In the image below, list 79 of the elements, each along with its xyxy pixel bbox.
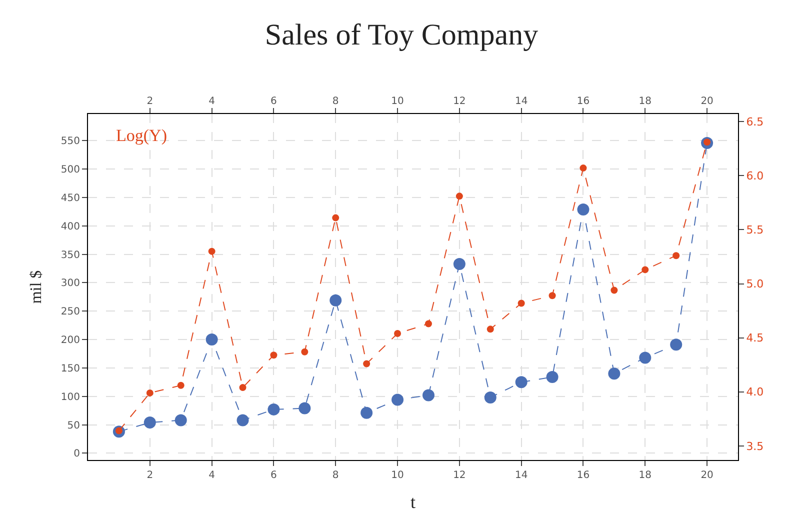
x-tick-label: 4 bbox=[208, 96, 215, 107]
y-tick-label: 200 bbox=[60, 335, 80, 346]
x2-tick-label: 16 bbox=[576, 470, 590, 481]
y2-tick-label: 5.0 bbox=[746, 278, 764, 291]
x-tick-label: 10 bbox=[391, 96, 404, 107]
point bbox=[518, 300, 525, 307]
x-tick-label: 6 bbox=[270, 96, 277, 107]
x-tick-label: 20 bbox=[700, 96, 714, 107]
point bbox=[670, 338, 682, 351]
point bbox=[608, 368, 620, 380]
point bbox=[174, 414, 187, 426]
y-tick-label: 350 bbox=[60, 250, 80, 261]
point bbox=[639, 352, 652, 364]
y-tick-label: 400 bbox=[60, 221, 80, 232]
point bbox=[610, 286, 618, 294]
point bbox=[484, 392, 496, 404]
y2-tick-label: 6.5 bbox=[746, 115, 764, 128]
y-tick-label: 550 bbox=[60, 136, 80, 148]
point bbox=[268, 403, 280, 416]
x2-tick-label: 18 bbox=[638, 470, 652, 481]
point bbox=[453, 258, 466, 270]
point bbox=[144, 416, 156, 428]
point bbox=[486, 326, 494, 333]
point bbox=[236, 414, 249, 426]
x2-tick-label: 4 bbox=[208, 470, 215, 481]
x-tick-label: 18 bbox=[638, 96, 652, 107]
point bbox=[456, 192, 463, 200]
y2-tick-label: 4.0 bbox=[746, 386, 764, 399]
point bbox=[672, 252, 680, 260]
text: Log(Y) bbox=[116, 126, 167, 145]
point bbox=[548, 292, 556, 300]
point bbox=[580, 164, 587, 172]
x-tick-label: 14 bbox=[514, 96, 528, 107]
point bbox=[146, 389, 154, 396]
y-tick-label: 50 bbox=[67, 420, 80, 432]
point bbox=[270, 352, 278, 359]
x-tick-label: 12 bbox=[453, 96, 466, 107]
x-tick-label: 2 bbox=[146, 96, 154, 107]
point bbox=[577, 203, 590, 216]
y-tick-label: 300 bbox=[60, 278, 80, 290]
y-tick-label: 0 bbox=[74, 448, 80, 460]
point bbox=[301, 348, 308, 356]
x2-tick-label: 6 bbox=[270, 470, 277, 481]
x-tick-label: 8 bbox=[332, 96, 339, 107]
x2-tick-label: 12 bbox=[453, 470, 466, 481]
x-tick-label: 16 bbox=[576, 96, 590, 107]
point bbox=[330, 294, 342, 306]
y-tick-label: 450 bbox=[60, 193, 80, 204]
point bbox=[298, 402, 311, 414]
y2-tick-label: 3.5 bbox=[746, 440, 764, 453]
y-tick-label: 250 bbox=[60, 306, 80, 318]
x2-tick-label: 14 bbox=[514, 470, 528, 481]
x2-tick-label: 20 bbox=[700, 470, 714, 481]
point bbox=[546, 371, 558, 384]
x2-tick-label: 2 bbox=[146, 470, 154, 481]
point bbox=[515, 376, 528, 388]
y2-tick-label: 4.5 bbox=[746, 332, 764, 345]
y-tick-label: 150 bbox=[60, 363, 80, 374]
y2-tick-label: 6.0 bbox=[746, 169, 764, 182]
y-tick-label: 500 bbox=[60, 164, 80, 176]
point bbox=[206, 334, 218, 346]
y2-tick-label: 5.5 bbox=[746, 224, 764, 237]
x2-tick-label: 8 bbox=[332, 470, 339, 481]
point bbox=[424, 320, 432, 328]
point bbox=[392, 394, 404, 406]
point bbox=[208, 248, 216, 255]
x2-tick-label: 10 bbox=[391, 470, 404, 481]
point bbox=[422, 389, 434, 402]
point bbox=[177, 382, 184, 389]
y-tick-label: 100 bbox=[60, 392, 80, 403]
chart-title: Sales of Toy Company bbox=[264, 18, 538, 52]
point bbox=[642, 266, 649, 274]
x-axis-title: t bbox=[410, 492, 416, 512]
point bbox=[332, 214, 340, 222]
point bbox=[394, 330, 402, 337]
point bbox=[360, 406, 373, 419]
point bbox=[363, 360, 370, 368]
point bbox=[239, 384, 246, 392]
y-axis-title: mil $ bbox=[28, 270, 45, 304]
